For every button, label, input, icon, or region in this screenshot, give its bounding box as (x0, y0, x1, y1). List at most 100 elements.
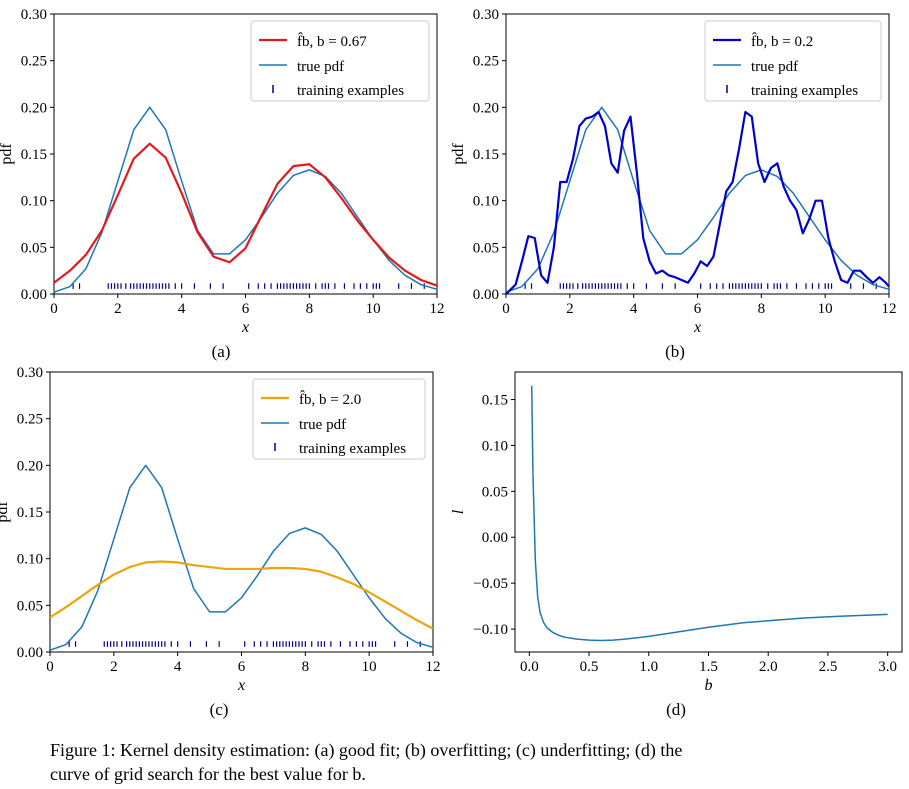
plot-area (506, 106, 889, 294)
fit-series-line (54, 142, 437, 287)
plot-frame (514, 371, 903, 653)
x-tick-label: 12 (430, 301, 445, 317)
legend-fit-label: f̂b, b = 0.67 (297, 32, 367, 50)
fit-series-line (50, 560, 433, 630)
x-tick-label: 2.5 (819, 659, 838, 675)
x-tick-label: 8 (758, 301, 766, 317)
x-tick-label: 2.0 (759, 659, 778, 675)
y-tick-label: 0.15 (473, 147, 499, 163)
legend-box (250, 20, 430, 102)
caption-line-1: Figure 1: Kernel density estimation: (a)… (50, 740, 683, 760)
figure-caption: Figure 1: Kernel density estimation: (a)… (50, 738, 870, 786)
legend-fit-label: f̂b, b = 0.2 (751, 32, 813, 50)
x-tick-label: 6 (238, 659, 246, 675)
x-tick-label: 3.0 (878, 659, 897, 675)
x-tick-label: 0 (502, 301, 510, 317)
x-tick-label: 0 (46, 659, 54, 675)
y-tick-label: 0.05 (21, 240, 47, 256)
y-axis-label: pdf (450, 143, 467, 165)
x-axis-label: x (241, 319, 249, 336)
x-tick-label: 10 (362, 659, 377, 675)
true-pdf-line (54, 106, 437, 293)
chart-panel-a: 0 2 4 6 8 10 12 0.00 0.05 0.10 0.15 0.20 0.25 0.30 x pd… (0, 0, 450, 340)
sublabel-d: (d) (666, 700, 686, 719)
plot-area (54, 106, 437, 293)
chart-a-svg: 0 2 4 6 8 10 12 0.00 0.05 0.10 0.15 0.20 0.25 0.30 x pd… (0, 7, 445, 336)
sublabel-a: (a) (211, 342, 231, 361)
chart-panel-d: 0.0 0.5 1.0 1.5 2.0 2.5 3.0 0.15 0.10 0.05 0.00 −0.… (450, 358, 909, 698)
x-axis-label: x (693, 319, 701, 336)
y-tick-label: 0.05 (17, 598, 43, 614)
plot-area (530, 385, 888, 642)
likelihood-curve-line (530, 385, 888, 642)
y-tick-label: 0.10 (482, 438, 508, 454)
x-tick-label: 6 (242, 301, 250, 317)
x-tick-label: 0.0 (520, 659, 539, 675)
legend-train-label: training examples (299, 441, 406, 457)
legend-box (252, 378, 426, 460)
y-axis-label: l (450, 509, 467, 514)
y-axis-label: pdf (0, 143, 15, 165)
legend-true-label: true pdf (299, 417, 346, 433)
caption-line-2: curve of grid search for the best value … (50, 764, 366, 784)
x-axis-label: b (705, 677, 713, 694)
y-tick-label: 0.20 (473, 100, 499, 116)
x-tick-label: 10 (366, 301, 381, 317)
y-tick-label: 0.00 (473, 287, 499, 303)
y-tick-label: 0.10 (21, 194, 47, 210)
x-tick-label: 8 (302, 659, 310, 675)
y-tick-label: 0.25 (21, 54, 47, 70)
x-tick-label: 2 (110, 659, 118, 675)
y-tick-label: 0.25 (473, 54, 499, 70)
x-tick-label: 12 (426, 659, 441, 675)
x-axis-label: x (237, 677, 245, 694)
y-axis-label: pdf (0, 501, 11, 523)
chart-d-svg: 0.0 0.5 1.0 1.5 2.0 2.5 3.0 0.15 0.10 0.05 0.00 −0.… (450, 371, 903, 694)
y-tick-label: 0.15 (17, 505, 43, 521)
y-tick-label: 0.15 (482, 393, 508, 409)
sublabel-b: (b) (665, 342, 685, 361)
y-tick-label: 0.10 (17, 552, 43, 568)
x-tick-label: 12 (882, 301, 897, 317)
y-tick-label: −0.05 (473, 576, 508, 592)
legend-true-label: true pdf (751, 59, 798, 75)
x-tick-label: 2 (114, 301, 122, 317)
y-tick-label: 0.30 (473, 7, 499, 23)
y-tick-label: 0.30 (17, 365, 43, 381)
y-tick-label: 0.05 (482, 484, 508, 500)
x-tick-label: 0.5 (580, 659, 599, 675)
x-tick-label: 2 (566, 301, 574, 317)
x-tick-label: 6 (694, 301, 702, 317)
y-tick-label: 0.00 (17, 645, 43, 661)
legend-train-label: training examples (297, 83, 404, 99)
y-tick-label: 0.00 (482, 530, 508, 546)
chart-b-svg: 0 2 4 6 8 10 12 0.00 0.05 0.10 0.15 0.20 0.25 0.30 x pd… (450, 7, 897, 336)
y-tick-label: −0.10 (473, 622, 508, 638)
x-tick-label: 0 (50, 301, 58, 317)
fit-series-line (506, 110, 889, 294)
chart-c-svg: 0 2 4 6 8 10 12 0.00 0.05 0.10 0.15 0.20 0.25 0.30 x pd… (0, 365, 441, 694)
true-pdf-line (50, 464, 433, 651)
y-tick-label: 0.10 (473, 194, 499, 210)
sublabel-c: (c) (209, 700, 229, 719)
legend-train-label: training examples (751, 83, 858, 99)
y-tick-label: 0.20 (21, 100, 47, 116)
chart-panel-b: 0 2 4 6 8 10 12 0.00 0.05 0.10 0.15 0.20 0.25 0.30 x pd… (450, 0, 909, 340)
x-tick-label: 1.5 (699, 659, 718, 675)
true-pdf-line (506, 106, 889, 293)
x-tick-label: 4 (174, 659, 182, 675)
legend-true-label: true pdf (297, 59, 344, 75)
x-tick-label: 10 (818, 301, 833, 317)
x-tick-label: 4 (178, 301, 186, 317)
y-tick-label: 0.00 (21, 287, 47, 303)
y-tick-label: 0.15 (21, 147, 47, 163)
y-tick-label: 0.20 (17, 458, 43, 474)
chart-panel-c: 0 2 4 6 8 10 12 0.00 0.05 0.10 0.15 0.20 0.25 0.30 x pd… (0, 358, 450, 698)
x-tick-label: 4 (630, 301, 638, 317)
plot-area (50, 464, 433, 651)
y-tick-label: 0.30 (21, 7, 47, 23)
x-tick-label: 8 (306, 301, 314, 317)
legend-box (704, 20, 882, 102)
y-tick-label: 0.25 (17, 412, 43, 428)
x-tick-label: 1.0 (639, 659, 658, 675)
